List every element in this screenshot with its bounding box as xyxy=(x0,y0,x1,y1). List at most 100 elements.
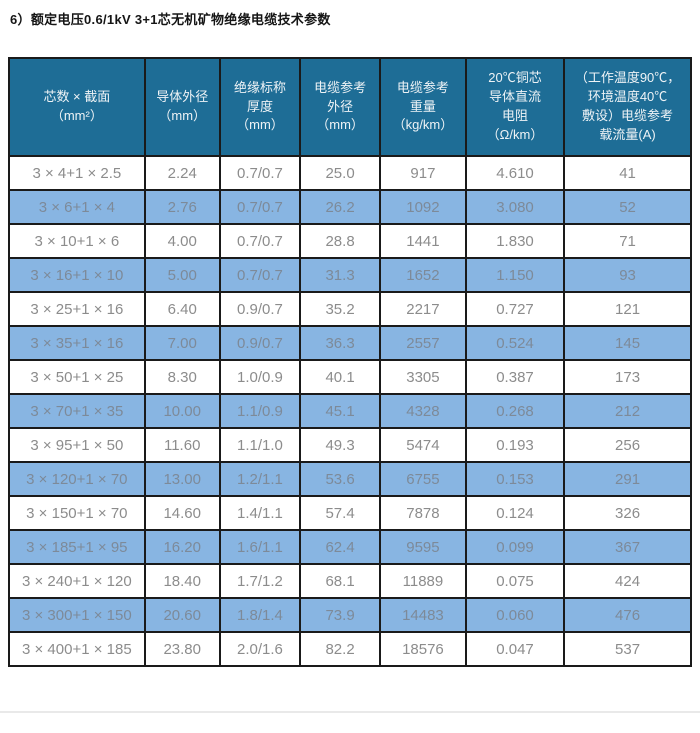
table-cell: 1.2/1.1 xyxy=(218,461,302,497)
table-cell: 2557 xyxy=(378,325,467,361)
table-cell: 424 xyxy=(563,563,692,599)
table-cell: 0.268 xyxy=(464,393,566,429)
table-cell: 3 × 70+1 × 35 xyxy=(8,393,146,429)
table-cell: 212 xyxy=(563,393,692,429)
table-cell: 476 xyxy=(563,597,692,633)
table-cell: 1092 xyxy=(378,189,467,225)
table-cell: 4.00 xyxy=(143,223,221,259)
table-cell: 3 × 95+1 × 50 xyxy=(8,427,146,463)
table-cell: 41 xyxy=(563,155,692,191)
table-cell: 73.9 xyxy=(299,597,381,633)
table-cell: 5474 xyxy=(378,427,467,463)
table-cell: 145 xyxy=(563,325,692,361)
table-cell: 7878 xyxy=(378,495,467,531)
table-cell: 49.3 xyxy=(299,427,381,463)
table-cell: 0.193 xyxy=(464,427,566,463)
table-cell: 4.610 xyxy=(464,155,566,191)
table-cell: 3 × 16+1 × 10 xyxy=(8,257,146,293)
table-cell: 1.0/0.9 xyxy=(218,359,302,395)
table-cell: 6755 xyxy=(378,461,467,497)
table-cell: 14483 xyxy=(378,597,467,633)
table-row: 3 × 95+1 × 50 11.60 1.1/1.0 49.3 5474 0.193 25… xyxy=(8,427,692,463)
table-cell: 3 × 300+1 × 150 xyxy=(8,597,146,633)
table-cell: 1.7/1.2 xyxy=(218,563,302,599)
table-row: 3 × 120+1 × 70 13.00 1.2/1.1 53.6 6755 0.153 2… xyxy=(8,461,692,497)
table-cell: 7.00 xyxy=(143,325,221,361)
table-row: 3 × 300+1 × 150 20.60 1.8/1.4 73.9 14483 0.06… xyxy=(8,597,692,633)
header-cell-3: 电缆参考 外径 （mm） xyxy=(299,57,381,157)
table-row: 3 × 240+1 × 120 18.40 1.7/1.2 68.1 11889 0.07… xyxy=(8,563,692,599)
table-cell: 0.124 xyxy=(464,495,566,531)
table-cell: 0.9/0.7 xyxy=(218,325,302,361)
table-cell: 1.8/1.4 xyxy=(218,597,302,633)
table-cell: 0.7/0.7 xyxy=(218,257,302,293)
table-cell: 5.00 xyxy=(143,257,221,293)
header-cell-2: 绝缘标称 厚度 （mm） xyxy=(218,57,302,157)
table-cell: 3305 xyxy=(378,359,467,395)
table-cell: 0.9/0.7 xyxy=(218,291,302,327)
table-cell: 3 × 25+1 × 16 xyxy=(8,291,146,327)
header-cell-6: （工作温度90℃， 环境温度40℃ 敷设）电缆参考 载流量(A) xyxy=(563,57,692,157)
table-header-row: 芯数 × 截面 （mm²） 导体外径 （mm） 绝缘标称 厚度 （mm） 电缆参考 外… xyxy=(8,57,692,157)
table-cell: 121 xyxy=(563,291,692,327)
table-cell: 1441 xyxy=(378,223,467,259)
header-cell-1: 导体外径 （mm） xyxy=(143,57,221,157)
table-cell: 26.2 xyxy=(299,189,381,225)
table-cell: 0.7/0.7 xyxy=(218,223,302,259)
table-cell: 35.2 xyxy=(299,291,381,327)
table-cell: 53.6 xyxy=(299,461,381,497)
table-row: 3 × 4+1 × 2.5 2.24 0.7/0.7 25.0 917 4.610 41 xyxy=(8,155,692,191)
table-cell: 11.60 xyxy=(143,427,221,463)
table-cell: 3 × 240+1 × 120 xyxy=(8,563,146,599)
table-row: 3 × 16+1 × 10 5.00 0.7/0.7 31.3 1652 1.150 93 xyxy=(8,257,692,293)
table-cell: 0.075 xyxy=(464,563,566,599)
table-cell: 1.150 xyxy=(464,257,566,293)
table-cell: 16.20 xyxy=(143,529,221,565)
table-cell: 3 × 400+1 × 185 xyxy=(8,631,146,667)
table-row: 3 × 50+1 × 25 8.30 1.0/0.9 40.1 3305 0.387 173 xyxy=(8,359,692,395)
table-cell: 2.0/1.6 xyxy=(218,631,302,667)
table-cell: 3 × 185+1 × 95 xyxy=(8,529,146,565)
table-cell: 11889 xyxy=(378,563,467,599)
table-cell: 3 × 120+1 × 70 xyxy=(8,461,146,497)
table-cell: 256 xyxy=(563,427,692,463)
table-row: 3 × 25+1 × 16 6.40 0.9/0.7 35.2 2217 0.727 121 xyxy=(8,291,692,327)
table-cell: 3 × 6+1 × 4 xyxy=(8,189,146,225)
header-cell-0: 芯数 × 截面 （mm²） xyxy=(8,57,146,157)
table-cell: 2.24 xyxy=(143,155,221,191)
table-cell: 68.1 xyxy=(299,563,381,599)
table-cell: 20.60 xyxy=(143,597,221,633)
bottom-divider xyxy=(0,711,700,713)
table-cell: 8.30 xyxy=(143,359,221,395)
table-cell: 71 xyxy=(563,223,692,259)
table-cell: 326 xyxy=(563,495,692,531)
table-cell: 36.3 xyxy=(299,325,381,361)
table-cell: 1.4/1.1 xyxy=(218,495,302,531)
table-cell: 0.7/0.7 xyxy=(218,155,302,191)
table-cell: 291 xyxy=(563,461,692,497)
table-cell: 9595 xyxy=(378,529,467,565)
table-cell: 10.00 xyxy=(143,393,221,429)
table-cell: 0.060 xyxy=(464,597,566,633)
table-cell: 57.4 xyxy=(299,495,381,531)
table-cell: 4328 xyxy=(378,393,467,429)
cable-spec-table: 芯数 × 截面 （mm²） 导体外径 （mm） 绝缘标称 厚度 （mm） 电缆参考 外… xyxy=(8,57,692,667)
table-row: 3 × 6+1 × 4 2.76 0.7/0.7 26.2 1092 3.080 52 xyxy=(8,189,692,225)
table-cell: 93 xyxy=(563,257,692,293)
table-cell: 1.1/0.9 xyxy=(218,393,302,429)
table-cell: 2217 xyxy=(378,291,467,327)
table-cell: 28.8 xyxy=(299,223,381,259)
table-cell: 917 xyxy=(378,155,467,191)
table-row: 3 × 185+1 × 95 16.20 1.6/1.1 62.4 9595 0.099 3… xyxy=(8,529,692,565)
header-cell-5: 20℃铜芯 导体直流 电阻 （Ω/km） xyxy=(464,57,566,157)
table-cell: 23.80 xyxy=(143,631,221,667)
page-title: 6）额定电压0.6/1kV 3+1芯无机矿物绝缘电缆技术参数 xyxy=(10,12,331,27)
table-cell: 367 xyxy=(563,529,692,565)
table-cell: 82.2 xyxy=(299,631,381,667)
header-cell-4: 电缆参考 重量 （kg/km） xyxy=(378,57,467,157)
table-cell: 0.387 xyxy=(464,359,566,395)
table-cell: 40.1 xyxy=(299,359,381,395)
table-cell: 3.080 xyxy=(464,189,566,225)
table-cell: 173 xyxy=(563,359,692,395)
